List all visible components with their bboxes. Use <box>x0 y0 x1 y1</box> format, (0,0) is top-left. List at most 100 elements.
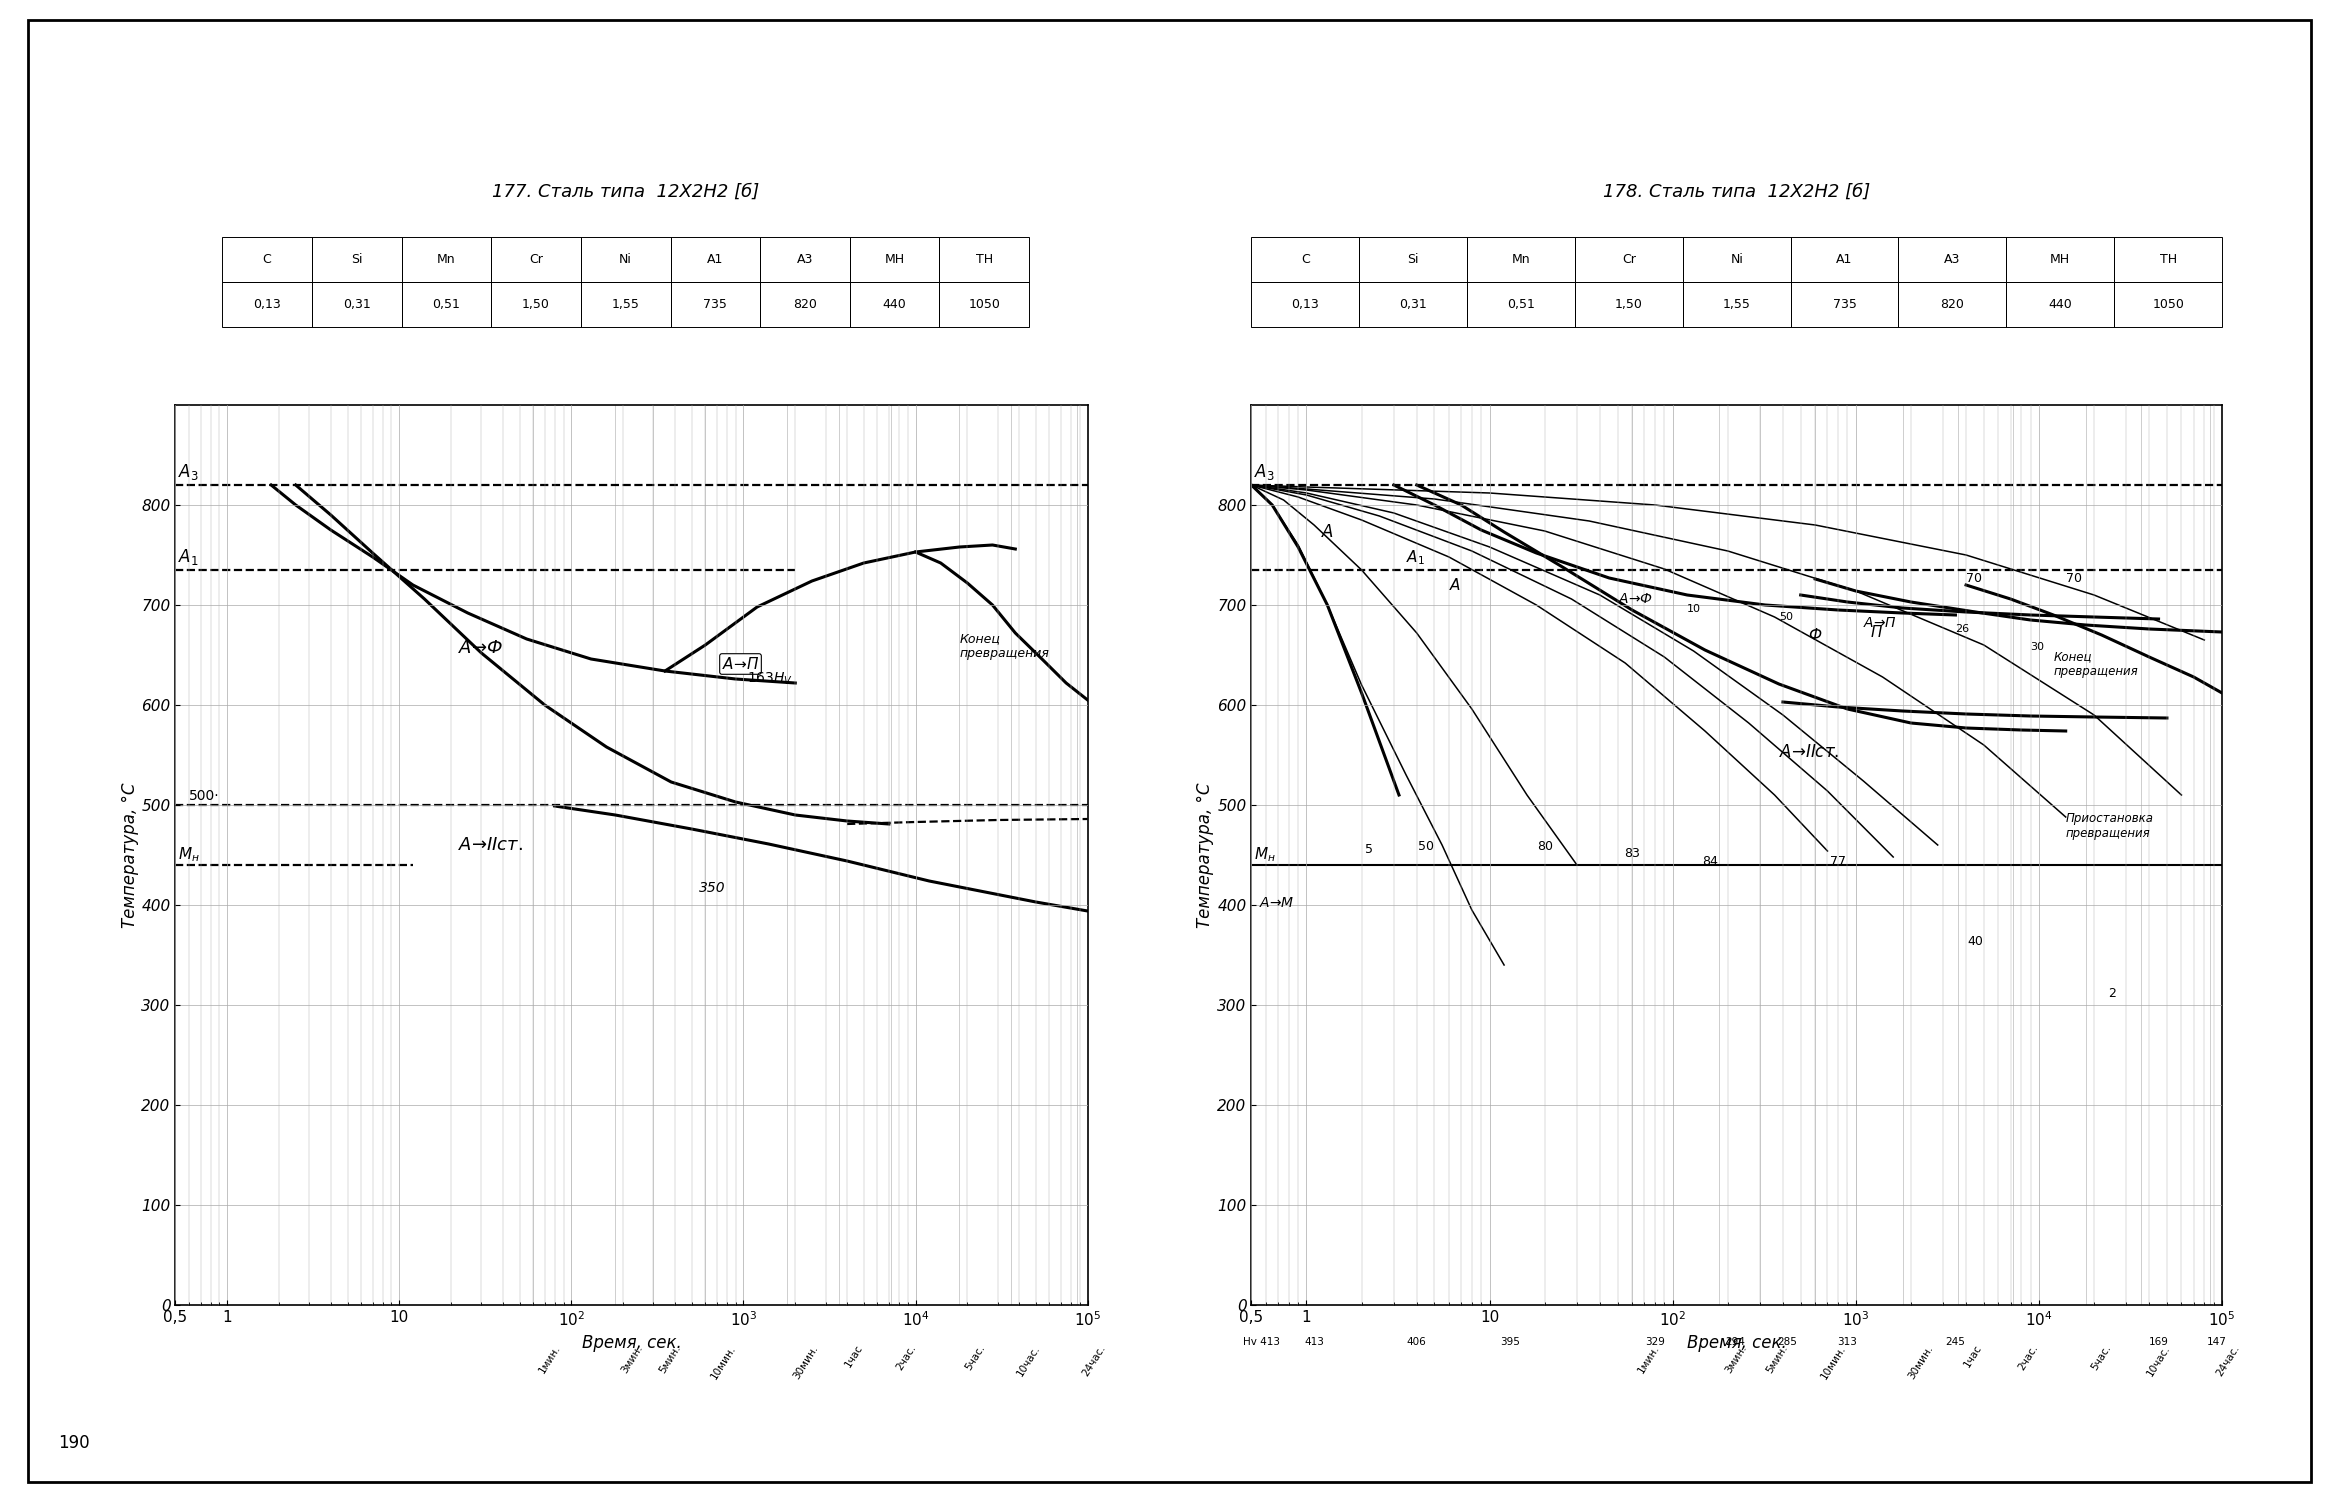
Text: 1мин.: 1мин. <box>1635 1342 1661 1376</box>
Text: Конец
превращения: Конец превращения <box>959 632 1050 660</box>
Text: 1час: 1час <box>842 1342 865 1370</box>
Text: 313: 313 <box>1838 1336 1857 1347</box>
Text: 50: 50 <box>1780 612 1794 622</box>
Text: 0,51: 0,51 <box>433 298 461 310</box>
Text: Ni: Ni <box>1731 254 1743 266</box>
Text: 735: 735 <box>704 298 727 310</box>
Text: 5час.: 5час. <box>2089 1342 2112 1372</box>
Text: 1,55: 1,55 <box>1724 298 1750 310</box>
Text: $A$: $A$ <box>1322 524 1333 542</box>
Text: 77: 77 <box>1829 855 1845 868</box>
Text: $A_3$: $A_3$ <box>1254 462 1275 482</box>
Text: $Ф$: $Ф$ <box>1808 627 1822 644</box>
Text: Si: Si <box>1408 254 1420 266</box>
Text: 0,31: 0,31 <box>1399 298 1427 310</box>
Text: 30мин.: 30мин. <box>791 1342 819 1380</box>
Text: 820: 820 <box>793 298 816 310</box>
X-axis label: Время, сек.: Время, сек. <box>1686 1334 1787 1352</box>
Text: 147: 147 <box>2206 1336 2227 1347</box>
Text: 1050: 1050 <box>2152 298 2185 310</box>
Text: 177. Сталь типа  12Х2Н2 [б]: 177. Сталь типа 12Х2Н2 [б] <box>491 183 760 201</box>
Text: 190: 190 <box>58 1434 91 1452</box>
Text: 1,55: 1,55 <box>613 298 639 310</box>
Text: 5мин.: 5мин. <box>657 1342 683 1376</box>
Text: 1,50: 1,50 <box>522 298 550 310</box>
Y-axis label: Температура, °С: Температура, °С <box>122 783 138 927</box>
Text: Ni: Ni <box>620 254 632 266</box>
Text: A1: A1 <box>706 254 723 266</box>
Text: 1,50: 1,50 <box>1614 298 1642 310</box>
Text: C: C <box>262 254 271 266</box>
Text: 178. Сталь типа  12Х2Н2 [б]: 178. Сталь типа 12Х2Н2 [б] <box>1602 183 1871 201</box>
Text: TH: TH <box>2159 254 2178 266</box>
Text: 1050: 1050 <box>968 298 1001 310</box>
Text: 5мин.: 5мин. <box>1764 1342 1789 1376</box>
Text: Hv 413: Hv 413 <box>1244 1336 1279 1347</box>
Text: 3мин.: 3мин. <box>620 1342 643 1376</box>
Text: 406: 406 <box>1406 1336 1427 1347</box>
Text: 24час.: 24час. <box>1081 1342 1106 1378</box>
Text: 735: 735 <box>1834 298 1857 310</box>
Text: 30мин.: 30мин. <box>1906 1342 1934 1380</box>
Text: 0,13: 0,13 <box>1291 298 1319 310</box>
Text: $A_1$: $A_1$ <box>178 548 199 567</box>
Text: $П$: $П$ <box>1871 624 1883 640</box>
Text: 10мин.: 10мин. <box>709 1342 737 1380</box>
Text: 500·: 500· <box>189 789 220 802</box>
Text: 83: 83 <box>1623 847 1640 859</box>
Text: 10час.: 10час. <box>1015 1342 1041 1378</box>
Text: 0,31: 0,31 <box>344 298 370 310</box>
Text: 26: 26 <box>1955 624 1969 634</box>
Text: $A → IIст.$: $A → IIст.$ <box>458 836 524 854</box>
Text: 440: 440 <box>882 298 908 310</box>
Text: $A → Ф$: $A → Ф$ <box>1619 592 1654 606</box>
Text: 413: 413 <box>1305 1336 1324 1347</box>
Text: Cr: Cr <box>529 254 543 266</box>
Text: 2час.: 2час. <box>893 1342 919 1372</box>
Text: A1: A1 <box>1836 254 1852 266</box>
Text: $A → П$: $A → П$ <box>1864 616 1897 630</box>
Text: $A→M$: $A→M$ <box>1258 896 1293 910</box>
Text: 294: 294 <box>1726 1336 1745 1347</box>
Text: Mn: Mn <box>437 254 456 266</box>
Text: 163$H_V$: 163$H_V$ <box>746 670 793 687</box>
Text: 10мин.: 10мин. <box>1820 1342 1848 1380</box>
Text: 2: 2 <box>2107 987 2117 1000</box>
Text: 3мин.: 3мин. <box>1724 1342 1750 1376</box>
Text: 820: 820 <box>1941 298 1965 310</box>
Text: 395: 395 <box>1502 1336 1520 1347</box>
Text: 329: 329 <box>1644 1336 1665 1347</box>
Text: $M_н$: $M_н$ <box>178 844 201 864</box>
Text: $A→П$: $A→П$ <box>723 656 760 672</box>
Text: 285: 285 <box>1778 1336 1796 1347</box>
Text: $M_н$: $M_н$ <box>1254 844 1277 864</box>
Text: $A → IIст.$: $A → IIст.$ <box>1780 742 1838 760</box>
Text: Mn: Mn <box>1511 254 1530 266</box>
Text: A3: A3 <box>1944 254 1960 266</box>
Text: 0,13: 0,13 <box>253 298 281 310</box>
Text: C: C <box>1300 254 1310 266</box>
X-axis label: Время, сек.: Время, сек. <box>582 1334 681 1352</box>
Text: $A → Ф$: $A → Ф$ <box>458 639 503 657</box>
Text: 70: 70 <box>1967 572 1981 585</box>
Y-axis label: Температура, °С: Температура, °С <box>1198 783 1214 927</box>
Text: $A_3$: $A_3$ <box>178 462 199 482</box>
Text: Приостановка
превращения: Приостановка превращения <box>2065 812 2154 840</box>
Text: 80: 80 <box>1537 840 1553 854</box>
Text: 0,51: 0,51 <box>1506 298 1534 310</box>
Text: MH: MH <box>884 254 905 266</box>
Text: 84: 84 <box>1703 855 1719 868</box>
Text: 2час.: 2час. <box>2016 1342 2040 1372</box>
Text: 169: 169 <box>2150 1336 2168 1347</box>
Text: 10час.: 10час. <box>2145 1342 2171 1378</box>
Text: Si: Si <box>351 254 363 266</box>
Text: 50: 50 <box>1417 840 1434 854</box>
Text: 10: 10 <box>1686 604 1700 613</box>
Text: $A$: $A$ <box>1448 578 1462 592</box>
Text: A3: A3 <box>798 254 814 266</box>
Text: Cr: Cr <box>1621 254 1635 266</box>
Text: 5час.: 5час. <box>964 1342 987 1372</box>
Text: Конец
превращения: Конец превращения <box>2054 650 2138 678</box>
Text: 70: 70 <box>2065 572 2082 585</box>
Text: $A_1$: $A_1$ <box>1406 548 1424 567</box>
